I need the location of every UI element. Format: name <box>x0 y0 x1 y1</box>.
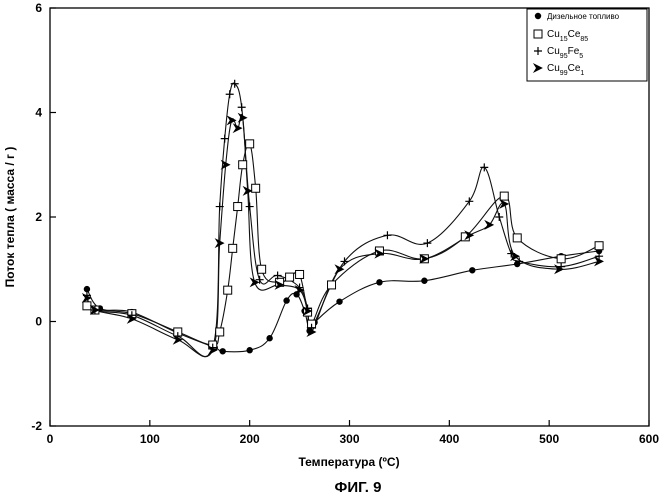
legend-subscript: 95 <box>560 53 568 60</box>
data-point-series-1 <box>421 278 427 284</box>
legend-subscript: 5 <box>579 53 583 60</box>
figure-caption: ФИГ. 9 <box>335 479 382 496</box>
legend-subscript: 85 <box>580 36 588 43</box>
data-point-series-4 <box>234 124 242 132</box>
legend: Дизельное топливоCu15Ce85Cu95Fe5Cu99Ce1 <box>527 9 647 81</box>
data-point-series-2 <box>296 270 304 278</box>
y-tick-label: -2 <box>31 419 42 433</box>
y-tick-label: 2 <box>35 210 42 224</box>
data-point-series-2 <box>83 302 91 310</box>
y-tick-label: 6 <box>35 1 42 15</box>
data-point-series-3 <box>221 135 229 143</box>
data-point-series-1 <box>220 348 226 354</box>
legend-marker-1 <box>535 13 541 19</box>
data-point-series-2 <box>557 255 565 263</box>
x-axis-title: Температура (ºC) <box>298 455 399 469</box>
legend-subscript: 15 <box>560 36 568 43</box>
legend-element: Cu <box>547 46 560 57</box>
data-point-series-1 <box>246 347 252 353</box>
series-curves <box>87 83 599 357</box>
data-point-series-2 <box>286 273 294 281</box>
x-tick-label: 200 <box>240 432 260 446</box>
x-tick-label: 500 <box>539 432 559 446</box>
legend-subscript: 1 <box>580 70 584 77</box>
x-tick-label: 300 <box>339 432 359 446</box>
data-point-series-2 <box>246 140 254 148</box>
data-point-series-2 <box>328 281 336 289</box>
data-point-series-1 <box>336 298 342 304</box>
data-point-series-3 <box>495 213 503 221</box>
data-point-series-2 <box>252 184 260 192</box>
data-point-series-1 <box>283 297 289 303</box>
series-line-3 <box>87 83 599 357</box>
data-point-series-3 <box>383 231 391 239</box>
data-point-series-2 <box>513 234 521 242</box>
legend-subscript: 99 <box>560 70 568 77</box>
data-point-series-2 <box>234 203 242 211</box>
y-tick-label: 4 <box>35 106 42 120</box>
y-tick-label: 0 <box>35 315 42 329</box>
data-point-series-2 <box>239 161 247 169</box>
data-point-series-4 <box>228 116 236 124</box>
x-tick-label: 400 <box>439 432 459 446</box>
data-point-series-2 <box>216 328 224 336</box>
data-point-series-2 <box>500 192 508 200</box>
legend-marker-2 <box>534 30 542 38</box>
data-point-series-3 <box>238 103 246 111</box>
legend-element: Ce <box>568 63 581 74</box>
legend-element: Fe <box>568 46 580 57</box>
legend-element: Cu <box>547 29 560 40</box>
y-axis-title: Поток тепла ( масса / г ) <box>3 147 17 288</box>
series-line-2 <box>87 143 599 345</box>
data-point-series-3 <box>246 203 254 211</box>
data-point-series-2 <box>595 242 603 250</box>
x-tick-label: 600 <box>639 432 659 446</box>
series-markers <box>83 80 603 355</box>
x-tick-label: 0 <box>47 432 54 446</box>
data-point-series-2 <box>258 265 266 273</box>
data-point-series-2 <box>229 244 237 252</box>
legend-label-1: Дизельное топливо <box>547 12 620 21</box>
legend-element: Ce <box>568 29 581 40</box>
data-point-series-1 <box>469 267 475 273</box>
data-point-series-2 <box>224 286 232 294</box>
data-point-series-3 <box>423 239 431 247</box>
x-tick-label: 100 <box>140 432 160 446</box>
data-point-series-1 <box>266 335 272 341</box>
data-point-series-1 <box>376 279 382 285</box>
legend-element: Cu <box>547 63 560 74</box>
data-point-series-1 <box>84 286 90 292</box>
series-line-4 <box>87 114 599 356</box>
data-point-series-3 <box>226 90 234 98</box>
